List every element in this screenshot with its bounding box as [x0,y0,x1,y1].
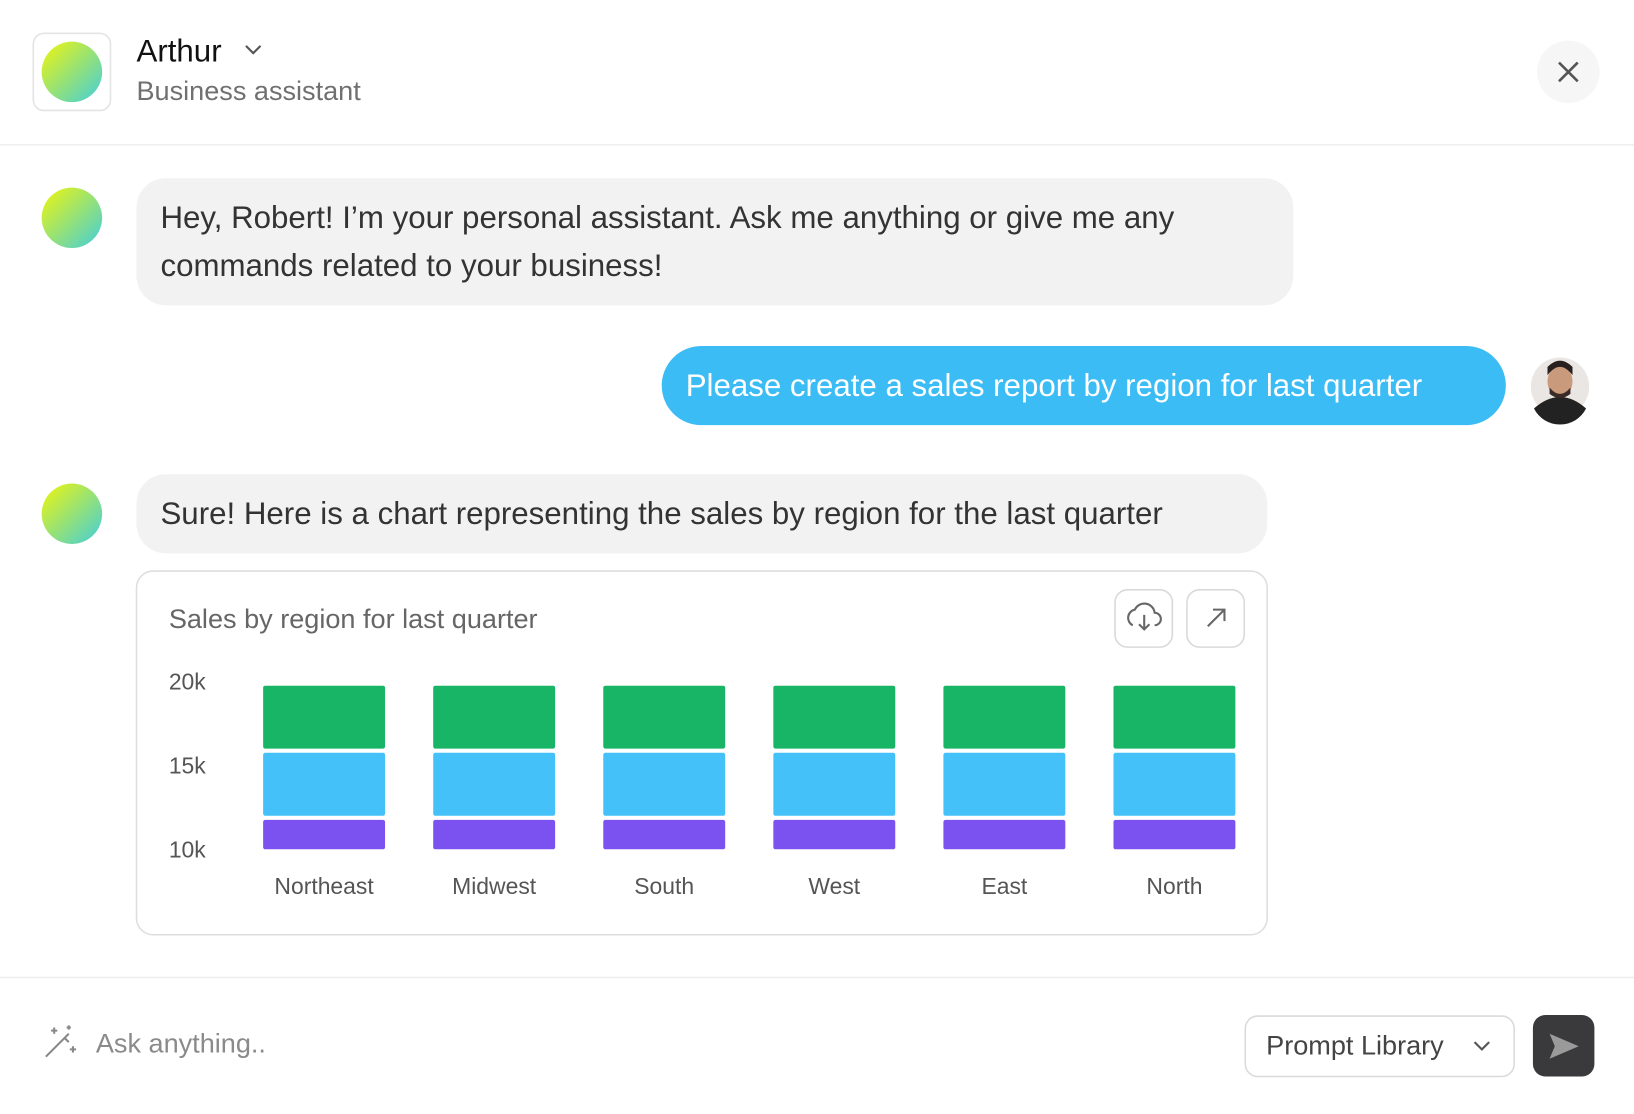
bar-segment [773,752,896,816]
assistant-avatar [41,187,103,249]
bar-segment [433,819,556,850]
user-bubble [661,345,1506,426]
message-text: commands related to your business! [160,248,662,283]
name-chevron[interactable] [245,45,262,55]
bar-segment [603,752,726,816]
assistant-name[interactable]: Arthur [137,33,222,68]
x-tick-label: West [808,873,860,899]
prompt-library-label[interactable]: Prompt Library [1266,1029,1444,1060]
bar-segment [943,752,1066,816]
assistant-bubble [136,474,1268,554]
bar-segment [263,685,386,749]
prompt-library-button[interactable] [1244,1015,1515,1078]
y-tick-label: 20k [169,669,206,695]
close-icon[interactable] [1558,61,1579,83]
bar-segment [943,819,1066,850]
send-icon[interactable] [1549,1033,1579,1059]
bar-segment [773,685,896,749]
x-tick-label: South [634,873,694,899]
bar-segment [603,685,726,749]
message-text: Sure! Here is a chart representing the s… [160,496,1162,531]
assistant-avatar [41,483,103,544]
magic-icon [45,1025,77,1058]
x-tick-label: Midwest [452,873,537,899]
bar-segment [433,752,556,816]
message-text: Please create a sales report by region f… [686,368,1423,403]
chevron[interactable] [1473,1041,1490,1051]
chart: 10k 15k 20k Northeast Midwest South West East No… [169,669,1236,899]
bar-segment [773,819,896,850]
bar-segment [1113,752,1236,816]
assistant-avatar [41,41,103,103]
bar-segment [1113,685,1236,749]
input-placeholder[interactable]: Ask anything.. [96,1027,266,1058]
bar-segment [943,685,1066,749]
chart-title: Sales by region for last quarter [169,603,538,634]
assistant-role: Business assistant [137,75,362,106]
bar-segment [263,819,386,850]
expand-icon[interactable] [1207,608,1226,628]
download-icon[interactable] [1127,602,1162,631]
bar-segment [433,685,556,749]
x-tick-label: East [981,873,1027,899]
bar-segment [603,819,726,850]
y-tick-label: 10k [169,836,206,862]
user-avatar [1530,357,1590,425]
assistant-bubble [136,178,1294,306]
bar-segment [1113,819,1236,850]
y-tick-label: 15k [169,753,206,779]
x-tick-label: Northeast [274,873,374,899]
message-text: Hey, Robert! I’m your personal assistant… [160,200,1174,235]
bar-segment [263,752,386,816]
x-tick-label: North [1146,873,1202,899]
